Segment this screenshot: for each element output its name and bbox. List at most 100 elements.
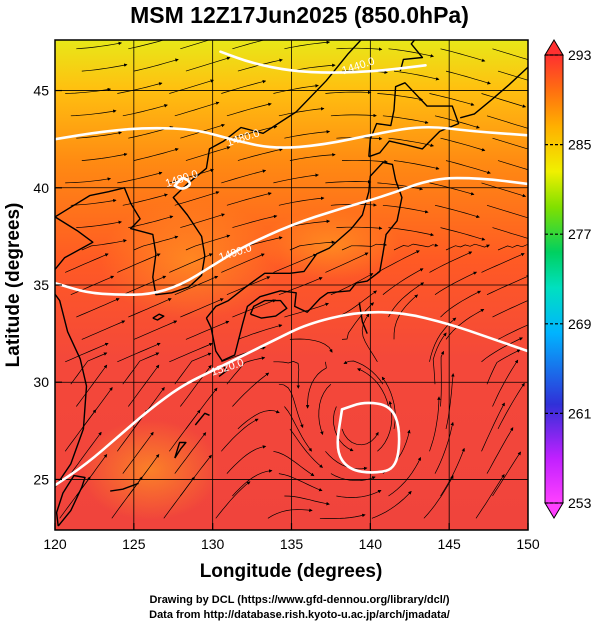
y-axis-ticks: 25 30 35 40 45 [33,83,62,487]
streamline [388,282,425,318]
streamline [445,160,491,175]
streamline [497,160,528,171]
streamline [440,447,465,497]
y-axis-title: Latitude (degrees) [3,203,24,368]
streamline [445,243,490,251]
wind-streamlines [59,40,528,519]
coastline-segment [55,474,86,527]
streamline [180,40,211,50]
streamline [70,109,117,117]
streamline [429,182,475,196]
streamline [330,113,377,118]
streamline [76,298,120,318]
streamline [388,48,434,58]
coastline-segment [174,441,187,459]
streamline [481,93,527,108]
streamline [185,234,231,251]
height-contour [55,176,528,297]
streamline [76,364,108,407]
streamline [128,454,160,497]
streamline [174,275,219,296]
streamline [117,82,163,94]
streamline [226,102,272,117]
streamline [174,432,207,474]
streamline [273,173,319,184]
height-contour [219,50,427,74]
streamline [486,349,521,385]
streamline [117,253,161,273]
streamline [497,70,528,81]
streamline [122,352,160,385]
x-tick-label: 135 [280,536,304,552]
streamline [289,153,336,161]
coastlines [55,40,528,527]
streamline [325,180,372,184]
colorbar-tick-label: 277 [568,226,592,242]
x-axis-ticks: 120 125 130 135 140 145 150 [43,523,540,552]
streamline [81,152,128,161]
streamline [440,137,486,152]
height-contour [173,177,192,190]
streamline [341,302,375,340]
streamline [128,364,160,407]
streamline [440,227,486,241]
streamline [278,107,325,117]
streamline [174,191,220,206]
streamline [492,48,528,60]
streamline [486,204,528,220]
streamline [481,402,505,452]
y-tick-label: 40 [33,180,49,196]
streamline [70,198,117,206]
streamline [122,104,168,117]
x-tick-label: 150 [516,536,540,552]
streamline [237,409,280,430]
streamline [475,474,505,519]
streamline [133,387,165,430]
streamline [492,451,521,497]
streamline [343,360,384,385]
streamline [440,48,486,62]
streamline [232,40,266,50]
streamline [325,90,372,95]
coastline-segment [55,40,362,488]
colorbar-top-arrow [544,39,564,56]
height-contour [55,310,528,487]
streamline [429,251,473,273]
streamline [336,490,382,498]
coastline-segment [110,482,139,492]
streamline [336,226,383,230]
streamline [492,227,528,239]
height-contour [336,401,401,474]
streamline [169,79,214,94]
streamline [273,253,317,273]
coastline-segment [205,161,403,362]
streamline [497,244,528,251]
colorbar: 293 285 277 269 261 253 [544,39,592,519]
y-tick-label: 25 [33,471,49,487]
streamline [445,308,485,340]
streamline [289,240,336,251]
streamline [357,368,389,407]
streamline [226,356,266,385]
streamline [174,101,220,117]
streamline [434,421,454,474]
streamline [117,342,161,363]
colorbar-body [544,54,564,504]
streamline [185,320,230,340]
y-tick-label: 45 [33,83,49,99]
streamline [226,192,272,206]
credit-drawing: Drawing by DCL (https://www.gfd-dennou.o… [149,594,450,606]
streamline [445,70,491,85]
colorbar-bottom-arrow [544,502,564,519]
streamline [81,320,126,340]
streamline [481,253,525,273]
streamline [382,204,429,214]
streamline [133,58,179,72]
streamline [221,253,265,273]
streamline [497,324,528,340]
streamline [393,160,440,170]
streamline [133,147,179,161]
streamline [128,298,172,318]
streamline [492,137,528,150]
